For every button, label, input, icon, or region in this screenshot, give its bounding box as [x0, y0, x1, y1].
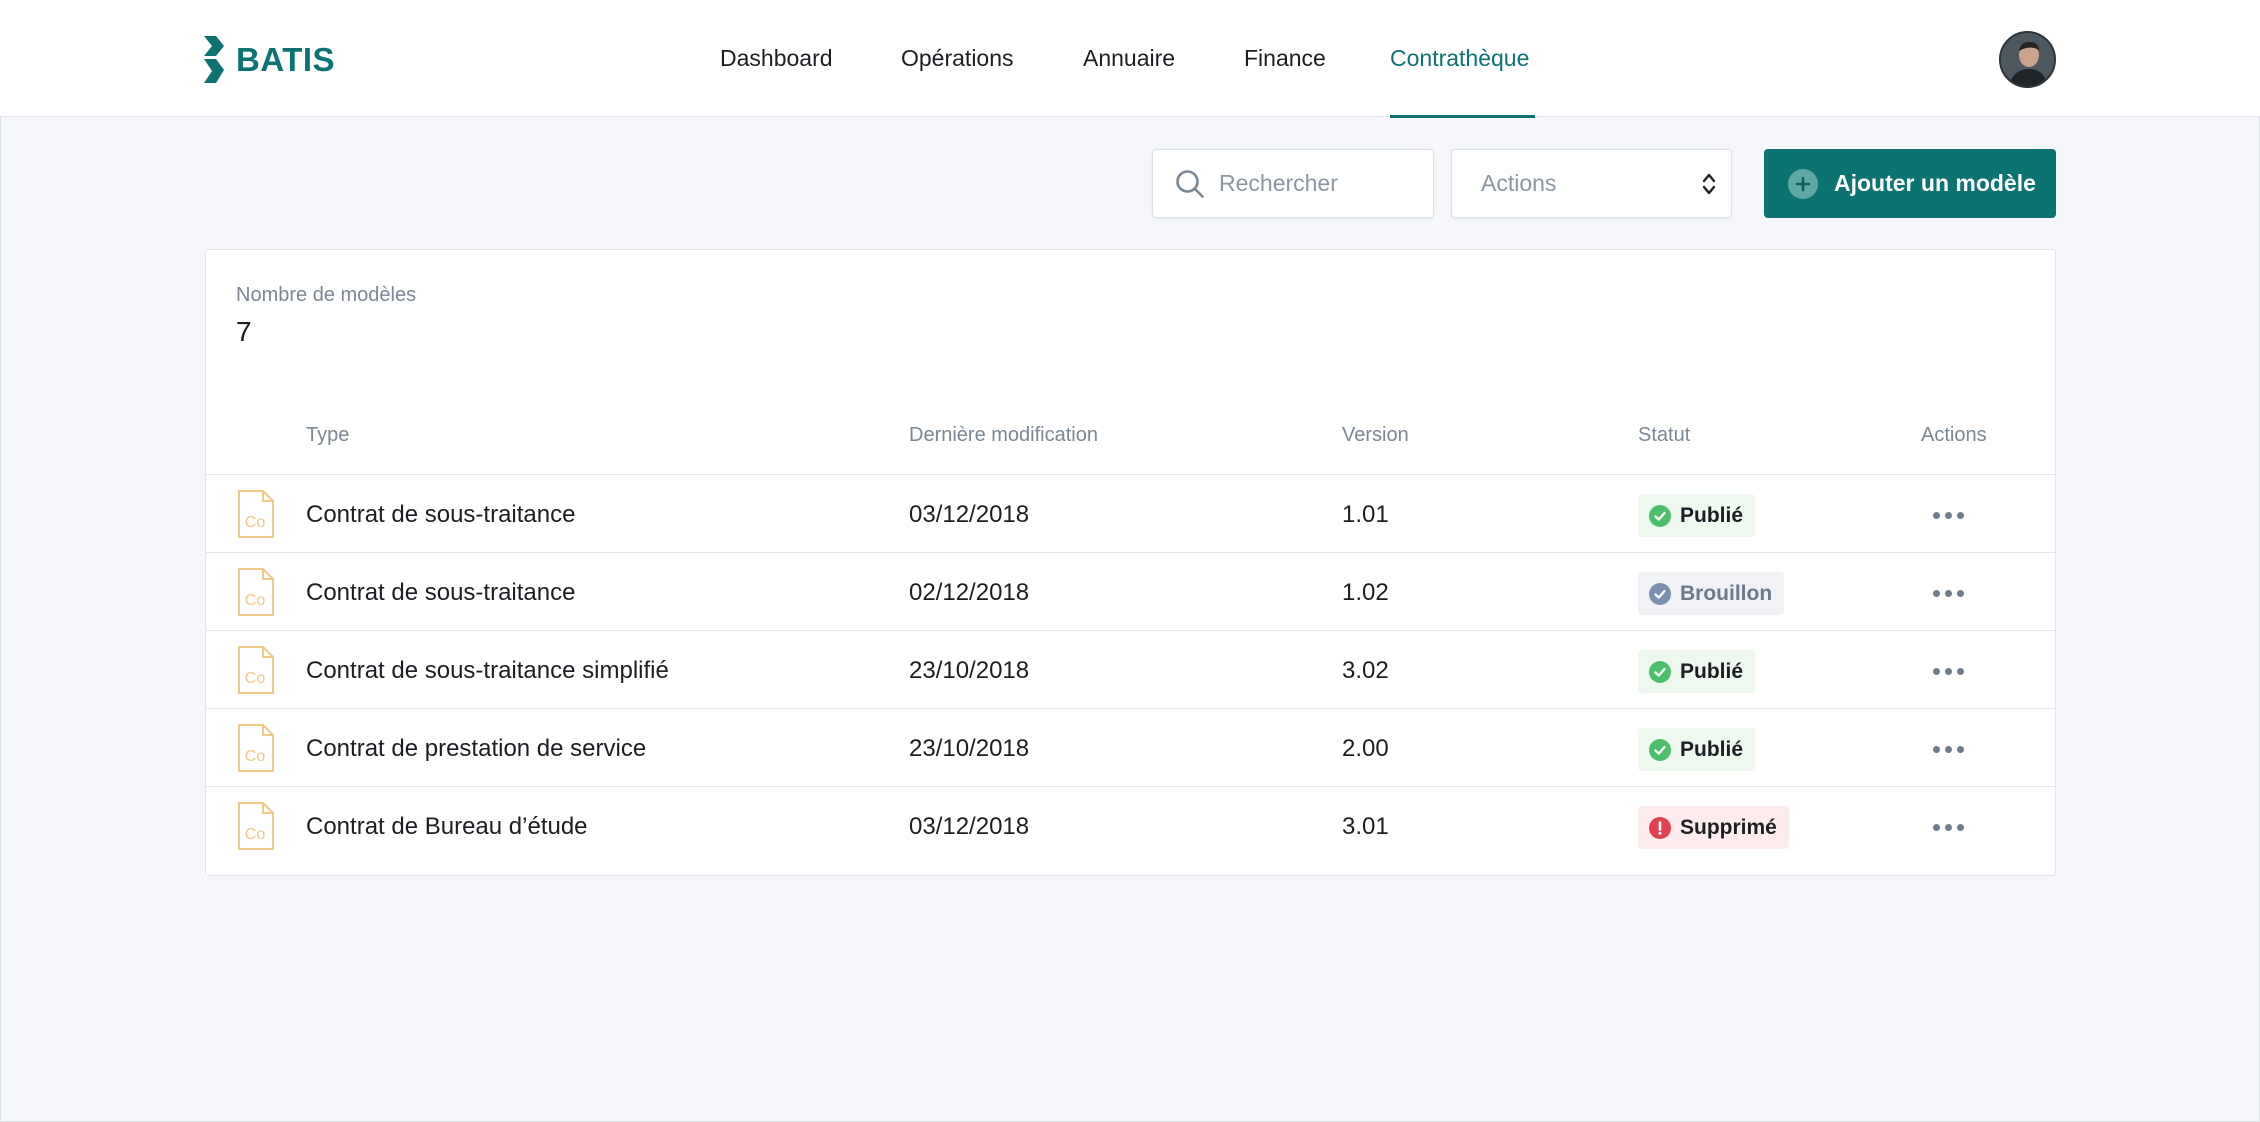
more-dot-icon	[1944, 823, 1952, 831]
table-row[interactable]: Co Contrat de sous-traitance 03/12/2018 1.0…	[206, 474, 2055, 553]
more-dot-icon	[1956, 589, 1964, 597]
row-more-actions-button[interactable]	[1926, 735, 1970, 763]
table-row[interactable]: Co Contrat de Bureau d’étude 03/12/2018 3.0…	[206, 786, 2055, 875]
more-dot-icon	[1944, 667, 1952, 675]
cell-version: 1.02	[1342, 578, 1389, 606]
user-photo-icon	[2001, 33, 2054, 86]
check-circle-icon	[1649, 660, 1671, 683]
cell-type: Contrat de sous-traitance	[306, 578, 576, 606]
user-avatar[interactable]	[1999, 31, 2056, 88]
brand-logo[interactable]: BATIS	[202, 34, 335, 86]
row-more-actions-button[interactable]	[1926, 657, 1970, 685]
more-dot-icon	[1932, 823, 1940, 831]
cell-type: Contrat de sous-traitance simplifié	[306, 656, 669, 684]
cell-version: 1.01	[1342, 500, 1389, 528]
more-dot-icon	[1944, 745, 1952, 753]
status-label: Publié	[1680, 503, 1744, 527]
document-icon-text: Co	[245, 514, 266, 531]
document-icon-text: Co	[245, 592, 266, 609]
more-dot-icon	[1944, 511, 1952, 519]
plus-circle-icon	[1788, 168, 1818, 199]
check-circle-icon	[1649, 582, 1671, 605]
check-circle-icon	[1649, 504, 1671, 527]
nav-contratheque[interactable]: Contrathèque	[1390, 0, 1536, 118]
document-icon: Co	[238, 646, 274, 694]
status-label: Brouillon	[1680, 581, 1773, 605]
more-dot-icon	[1932, 589, 1940, 597]
status-label: Supprimé	[1680, 815, 1777, 839]
top-header: BATIS Dashboard Opérations Annuaire Fina…	[0, 0, 2260, 118]
nav-annuaire[interactable]: Annuaire	[1083, 45, 1176, 71]
cell-modified: 23/10/2018	[909, 734, 1030, 762]
document-icon: Co	[238, 802, 274, 850]
cell-modified: 03/12/2018	[909, 812, 1030, 840]
cell-version: 2.00	[1342, 734, 1389, 762]
column-header-type[interactable]: Type	[306, 424, 350, 446]
models-card: Nombre de modèles 7 Type Dernière modifi…	[205, 249, 2056, 876]
table-row[interactable]: Co Contrat de sous-traitance simplifié 23/…	[206, 630, 2055, 709]
batis-logo-icon	[204, 36, 224, 83]
alert-circle-icon	[1649, 816, 1671, 839]
nav-finance[interactable]: Finance	[1244, 45, 1326, 71]
model-count-value: 7	[236, 316, 252, 347]
search-input[interactable]	[1219, 170, 1419, 197]
cell-type: Contrat de Bureau d’étude	[306, 812, 588, 840]
chevron-up-down-icon	[1702, 173, 1716, 195]
status-badge: Publié	[1638, 728, 1756, 771]
more-dot-icon	[1932, 511, 1940, 519]
status-label: Publié	[1680, 659, 1744, 683]
row-more-actions-button[interactable]	[1926, 579, 1970, 607]
search-box[interactable]	[1152, 149, 1434, 218]
nav-operations[interactable]: Opérations	[901, 45, 1014, 71]
table-row[interactable]: Co Contrat de sous-traitance 02/12/2018 1.0…	[206, 552, 2055, 631]
document-icon: Co	[238, 568, 274, 616]
more-dot-icon	[1944, 589, 1952, 597]
document-icon: Co	[238, 724, 274, 772]
row-more-actions-button[interactable]	[1926, 501, 1970, 529]
model-count-label: Nombre de modèles	[236, 284, 417, 306]
more-dot-icon	[1932, 745, 1940, 753]
status-badge: Supprimé	[1638, 806, 1789, 849]
nav-dashboard[interactable]: Dashboard	[720, 45, 833, 71]
search-icon	[1176, 169, 1204, 198]
add-model-button[interactable]: Ajouter un modèle	[1764, 149, 2056, 218]
actions-select[interactable]: Actions	[1451, 149, 1732, 218]
more-dot-icon	[1956, 823, 1964, 831]
status-badge: Brouillon	[1638, 572, 1785, 615]
cell-type: Contrat de sous-traitance	[306, 500, 576, 528]
cell-version: 3.01	[1342, 812, 1389, 840]
document-icon: Co	[238, 490, 274, 538]
column-header-modified[interactable]: Dernière modification	[909, 424, 1098, 446]
cell-modified: 03/12/2018	[909, 500, 1030, 528]
brand-name: BATIS	[236, 41, 336, 78]
main-nav: Dashboard Opérations Annuaire Finance Co…	[0, 0, 2260, 118]
check-circle-icon	[1649, 738, 1671, 761]
column-header-actions: Actions	[1921, 424, 1987, 446]
document-icon-text: Co	[245, 670, 266, 687]
more-dot-icon	[1956, 745, 1964, 753]
row-more-actions-button[interactable]	[1926, 813, 1970, 841]
more-dot-icon	[1956, 511, 1964, 519]
status-badge: Publié	[1638, 650, 1756, 693]
column-header-status[interactable]: Statut	[1638, 424, 1691, 446]
table-row[interactable]: Co Contrat de prestation de service 23/10/…	[206, 708, 2055, 787]
add-model-label: Ajouter un modèle	[1834, 170, 2036, 196]
column-header-version[interactable]: Version	[1342, 424, 1409, 446]
document-icon-text: Co	[245, 826, 266, 843]
cell-modified: 23/10/2018	[909, 656, 1030, 684]
cell-modified: 02/12/2018	[909, 578, 1030, 606]
cell-version: 3.02	[1342, 656, 1389, 684]
document-icon-text: Co	[245, 748, 266, 765]
actions-select-value: Actions	[1481, 170, 1557, 196]
more-dot-icon	[1932, 667, 1940, 675]
cell-type: Contrat de prestation de service	[306, 734, 647, 762]
status-badge: Publié	[1638, 494, 1756, 537]
status-label: Publié	[1680, 737, 1744, 761]
more-dot-icon	[1956, 667, 1964, 675]
